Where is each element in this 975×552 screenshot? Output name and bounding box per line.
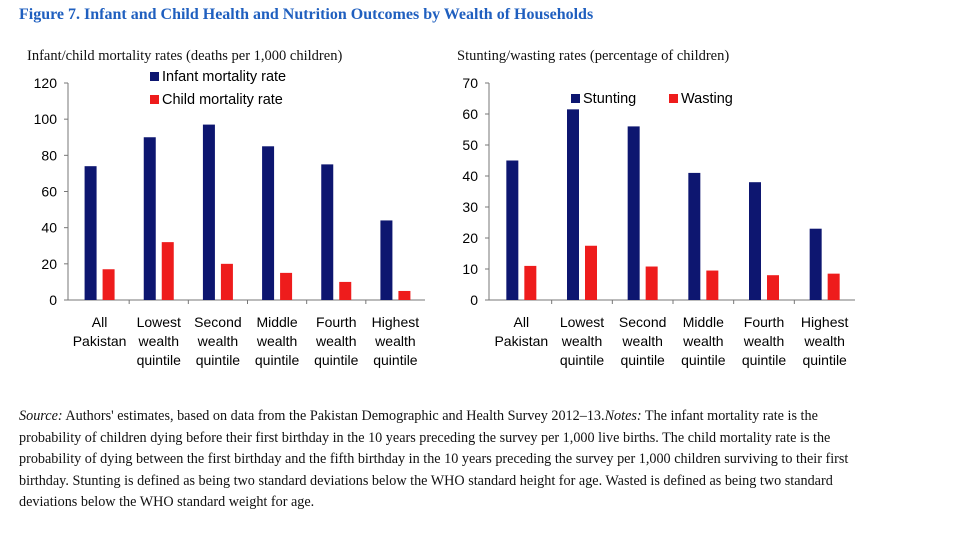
bar-stunting bbox=[627, 126, 640, 301]
bar-stunting bbox=[506, 160, 519, 300]
notes-text: The infant mortality rate is the probabi… bbox=[19, 408, 849, 511]
x-tick-label: Second bbox=[619, 314, 666, 330]
legend-swatch bbox=[669, 94, 678, 103]
x-tick-label: Pakistan bbox=[494, 333, 548, 349]
y-tick-label: 10 bbox=[462, 261, 478, 277]
bar-child-mortality-rate bbox=[398, 290, 411, 300]
x-tick-label: quintile bbox=[802, 352, 847, 368]
bar-stunting bbox=[567, 109, 579, 300]
y-tick-label: 20 bbox=[462, 230, 478, 246]
bar-infant-mortality-rate bbox=[262, 146, 275, 300]
x-tick-label: wealth bbox=[803, 333, 844, 349]
y-tick-label: 30 bbox=[462, 199, 478, 215]
x-tick-label: wealth bbox=[138, 333, 179, 349]
y-tick-label: 0 bbox=[49, 292, 57, 308]
bar-child-mortality-rate bbox=[161, 242, 174, 300]
y-tick-label: 70 bbox=[462, 75, 478, 91]
bar-stunting bbox=[688, 172, 701, 300]
legend-label: Child mortality rate bbox=[162, 92, 283, 108]
x-tick-label: Fourth bbox=[316, 314, 356, 330]
x-tick-label: Second bbox=[194, 314, 241, 330]
source-notes: Source: Authors' estimates, based on dat… bbox=[19, 406, 879, 514]
x-tick-label: quintile bbox=[137, 352, 182, 368]
x-tick-label: wealth bbox=[561, 333, 602, 349]
y-tick-label: 0 bbox=[470, 292, 478, 308]
chart-1: Infant/child mortality rates (deaths per… bbox=[27, 48, 425, 368]
y-tick-label: 20 bbox=[41, 256, 57, 272]
bar-infant-mortality-rate bbox=[321, 164, 334, 300]
y-tick-label: 60 bbox=[462, 106, 478, 122]
x-tick-label: wealth bbox=[256, 333, 297, 349]
x-tick-label: quintile bbox=[620, 352, 665, 368]
bar-stunting bbox=[809, 228, 822, 300]
bar-child-mortality-rate bbox=[102, 269, 115, 300]
bar-infant-mortality-rate bbox=[143, 137, 156, 300]
x-tick-label: All bbox=[514, 314, 530, 330]
x-tick-label: wealth bbox=[621, 333, 662, 349]
x-tick-label: wealth bbox=[743, 333, 784, 349]
y-tick-label: 40 bbox=[462, 168, 478, 184]
bar-wasting bbox=[827, 273, 840, 300]
bar-wasting bbox=[706, 270, 719, 300]
y-tick-label: 60 bbox=[41, 184, 57, 200]
bar-infant-mortality-rate bbox=[380, 220, 393, 300]
x-tick-label: Lowest bbox=[560, 314, 604, 330]
x-tick-label: wealth bbox=[197, 333, 238, 349]
bar-wasting bbox=[767, 275, 779, 300]
y-tick-label: 40 bbox=[41, 220, 57, 236]
y-tick-label: 80 bbox=[41, 147, 57, 163]
x-tick-label: quintile bbox=[742, 352, 787, 368]
legend-swatch bbox=[571, 94, 580, 103]
y-tick-label: 120 bbox=[34, 75, 58, 91]
notes-label: Notes: bbox=[604, 408, 642, 424]
bar-child-mortality-rate bbox=[220, 263, 233, 300]
x-tick-label: quintile bbox=[560, 352, 605, 368]
charts-canvas: Infant/child mortality rates (deaths per… bbox=[27, 48, 855, 368]
source-text: Authors' estimates, based on data from t… bbox=[62, 408, 605, 424]
x-tick-label: All bbox=[92, 314, 108, 330]
source-label: Source: bbox=[19, 408, 63, 424]
chart-title: Infant/child mortality rates (deaths per… bbox=[27, 48, 342, 64]
x-tick-label: quintile bbox=[373, 352, 418, 368]
bar-wasting bbox=[585, 245, 597, 300]
bar-stunting bbox=[749, 182, 761, 300]
chart-2: Stunting/wasting rates (percentage of ch… bbox=[457, 48, 855, 368]
x-tick-label: quintile bbox=[681, 352, 726, 368]
legend-swatch bbox=[150, 72, 159, 81]
bar-wasting bbox=[524, 265, 537, 300]
figure-title: Figure 7. Infant and Child Health and Nu… bbox=[19, 6, 594, 23]
x-tick-label: wealth bbox=[315, 333, 356, 349]
legend-label: Wasting bbox=[681, 91, 733, 107]
x-tick-label: Highest bbox=[372, 314, 420, 330]
x-tick-label: Middle bbox=[256, 314, 297, 330]
x-tick-label: quintile bbox=[196, 352, 241, 368]
bar-child-mortality-rate bbox=[339, 281, 352, 300]
legend-label: Stunting bbox=[583, 91, 636, 107]
y-tick-label: 50 bbox=[462, 137, 478, 153]
bar-wasting bbox=[645, 266, 658, 300]
x-tick-label: Middle bbox=[683, 314, 724, 330]
x-tick-label: Fourth bbox=[744, 314, 784, 330]
bar-infant-mortality-rate bbox=[84, 166, 97, 300]
x-tick-label: wealth bbox=[374, 333, 415, 349]
x-tick-label: Pakistan bbox=[73, 333, 127, 349]
bar-child-mortality-rate bbox=[280, 272, 293, 300]
x-tick-label: wealth bbox=[682, 333, 723, 349]
legend-swatch bbox=[150, 95, 159, 104]
chart-title: Stunting/wasting rates (percentage of ch… bbox=[457, 48, 729, 64]
y-tick-label: 100 bbox=[34, 111, 58, 127]
x-tick-label: quintile bbox=[255, 352, 300, 368]
bar-infant-mortality-rate bbox=[202, 124, 215, 300]
x-tick-label: quintile bbox=[314, 352, 359, 368]
x-tick-label: Lowest bbox=[137, 314, 181, 330]
x-tick-label: Highest bbox=[801, 314, 849, 330]
legend-label: Infant mortality rate bbox=[162, 69, 286, 85]
